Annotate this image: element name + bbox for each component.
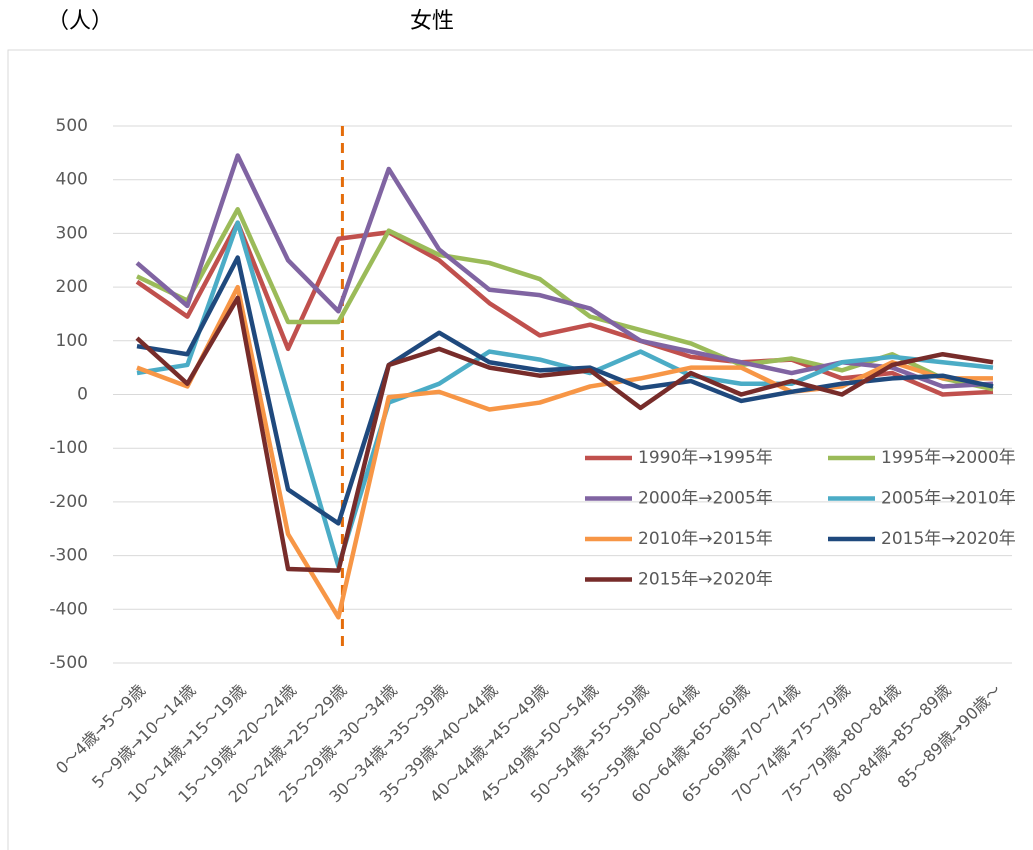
x-tick-label: 0～4歳→5～9歳 [52, 681, 149, 778]
y-tick-label: 100 [56, 331, 88, 351]
legend-label: 2015年→2020年 [638, 570, 773, 590]
y-tick-label: 200 [56, 277, 88, 297]
series-line [136, 206, 994, 392]
y-axis-unit: （人） [47, 9, 113, 34]
legend-label: 2015年→2020年 [881, 529, 1016, 549]
y-tick-label: -200 [49, 492, 88, 512]
y-tick-label: -300 [49, 546, 88, 566]
y-tick-label: 300 [56, 223, 88, 243]
legend-label: 2010年→2015年 [638, 529, 773, 549]
y-tick-label: -100 [49, 438, 88, 458]
legend-label: 2000年→2005年 [638, 489, 773, 509]
y-tick-label: 500 [56, 116, 88, 136]
y-tick-label: 0 [77, 385, 88, 405]
legend-label: 2005年→2010年 [881, 489, 1016, 509]
legend-label: 1990年→1995年 [638, 448, 773, 468]
y-tick-label: -500 [49, 653, 88, 673]
series-line [135, 295, 994, 573]
y-tick-label: 400 [56, 170, 88, 190]
series-line [136, 220, 994, 569]
legend-label: 1995年→2000年 [881, 448, 1016, 468]
chart-frame [7, 49, 1033, 850]
y-tick-label: -400 [49, 599, 88, 619]
chart-title: 女性 [410, 9, 454, 34]
series-line [135, 220, 994, 397]
series-line [136, 255, 994, 526]
